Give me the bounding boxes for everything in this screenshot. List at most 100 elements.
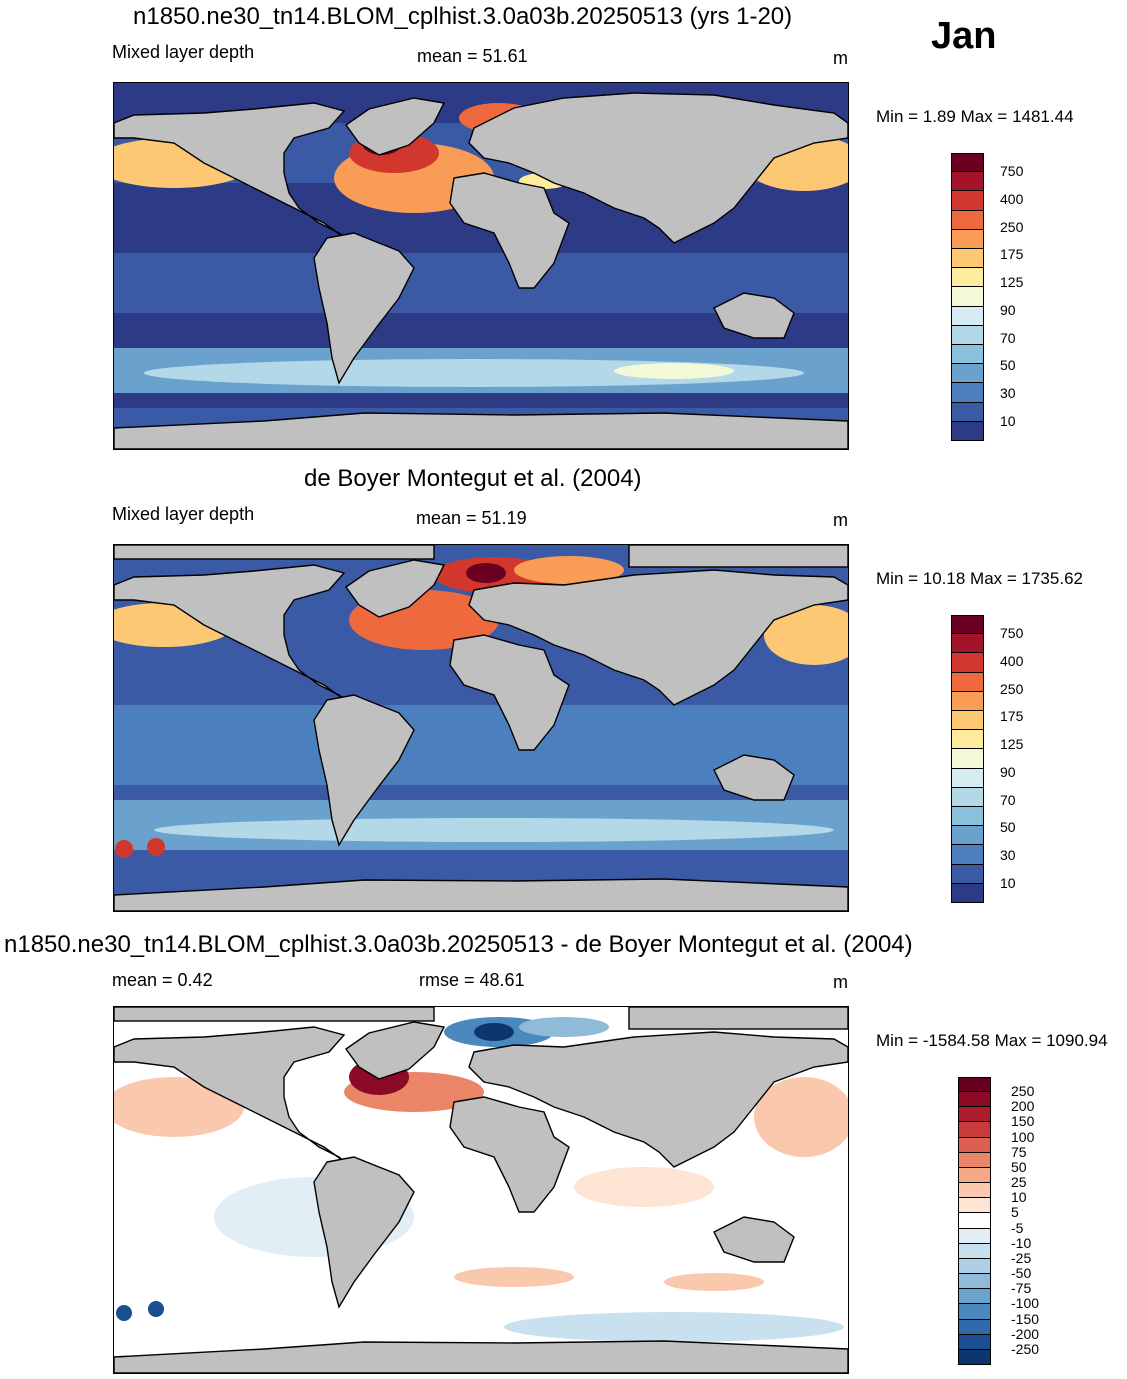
colorbar-swatch [958, 1198, 991, 1214]
colorbar-swatch [958, 1152, 991, 1168]
colorbar-swatch [951, 826, 984, 846]
panel-1-title: n1850.ne30_tn14.BLOM_cplhist.3.0a03b.202… [133, 3, 793, 30]
colorbar-tick-label: 125 [1000, 274, 1024, 291]
colorbar-swatch [951, 691, 984, 711]
panel-3-map [113, 1006, 849, 1374]
panel-1-minmax: Min = 1.89 Max = 1481.44 [876, 107, 1074, 126]
colorbar-swatch [958, 1274, 991, 1290]
colorbar-swatch [951, 615, 984, 635]
panel-1-landmasses [114, 92, 848, 449]
colorbar-tick-label: -50 [1011, 1265, 1032, 1282]
colorbar-swatch [951, 768, 984, 788]
colorbar-tick-label: 5 [1011, 1204, 1019, 1221]
colorbar-tick-label: 50 [1011, 1158, 1027, 1175]
colorbar-tick-label: -100 [1011, 1295, 1040, 1312]
panel-1-map-svg [114, 83, 848, 449]
colorbar-tick-label: 750 [1000, 625, 1024, 642]
panel-1-colorbar [951, 153, 984, 441]
panel-3-title: n1850.ne30_tn14.BLOM_cplhist.3.0a03b.202… [4, 931, 913, 958]
panel-2-mean-label: mean = 51.19 [416, 508, 527, 528]
colorbar-swatch [951, 634, 984, 654]
colorbar-swatch [951, 191, 984, 211]
colorbar-swatch [951, 172, 984, 192]
panel-2-unit: m [833, 510, 848, 530]
colorbar-swatch [958, 1137, 991, 1153]
colorbar-tick-label: 70 [1000, 791, 1016, 808]
panel-3-colorbar [958, 1077, 991, 1365]
colorbar-tick-label: 30 [1000, 385, 1016, 402]
colorbar-tick-label: 250 [1011, 1083, 1035, 1100]
colorbar-tick-label: 750 [1000, 163, 1024, 180]
panel-2-map-svg [114, 545, 848, 911]
panel-3-mean-label: mean = 0.42 [112, 970, 213, 990]
colorbar-swatch [951, 787, 984, 807]
colorbar-swatch [958, 1334, 991, 1350]
colorbar-swatch [951, 402, 984, 422]
colorbar-swatch [958, 1258, 991, 1275]
colorbar-swatch [958, 1289, 991, 1305]
panel-2-variable-label: Mixed layer depth [112, 504, 255, 524]
panel-3-unit: m [833, 972, 848, 992]
panel-2-minmax: Min = 10.18 Max = 1735.62 [876, 569, 1083, 588]
colorbar-swatch [951, 345, 984, 365]
panel-3-landmasses [114, 1007, 848, 1373]
colorbar-swatch [958, 1122, 991, 1138]
colorbar-tick-label: 125 [1000, 736, 1024, 753]
panel-3-minmax: Min = -1584.58 Max = 1090.94 [876, 1031, 1108, 1050]
colorbar-swatch [951, 306, 984, 326]
colorbar-swatch [958, 1243, 991, 1259]
colorbar-tick-label: 75 [1011, 1143, 1027, 1160]
panel-1-map [113, 82, 849, 450]
colorbar-swatch [958, 1319, 991, 1335]
colorbar-swatch [951, 325, 984, 345]
colorbar-swatch [951, 153, 984, 173]
colorbar-tick-label: 400 [1000, 652, 1024, 669]
colorbar-tick-label: -75 [1011, 1280, 1032, 1297]
colorbar-tick-label: 100 [1011, 1128, 1035, 1145]
colorbar-tick-label: 90 [1000, 763, 1016, 780]
colorbar-swatch [951, 749, 984, 769]
colorbar-tick-label: 10 [1000, 874, 1016, 891]
colorbar-swatch [951, 383, 984, 403]
colorbar-swatch [951, 229, 984, 249]
panel-1-unit: m [833, 48, 848, 68]
colorbar-swatch [958, 1183, 991, 1199]
panel-2-map [113, 544, 849, 912]
colorbar-swatch [951, 653, 984, 673]
colorbar-tick-label: 10 [1000, 412, 1016, 429]
colorbar-swatch [958, 1107, 991, 1123]
colorbar-swatch [958, 1213, 991, 1229]
colorbar-frame [958, 1077, 991, 1365]
colorbar-tick-label: 250 [1000, 680, 1024, 697]
colorbar-swatch [958, 1077, 991, 1093]
colorbar-swatch [958, 1304, 991, 1320]
colorbar-tick-label: 25 [1011, 1174, 1027, 1191]
colorbar-swatch [951, 287, 984, 307]
colorbar-tick-label: 10 [1011, 1189, 1027, 1206]
panel-2-title: de Boyer Montegut et al. (2004) [304, 465, 642, 492]
colorbar-swatch [951, 845, 984, 865]
panel-2-colorbar [951, 615, 984, 903]
colorbar-tick-label: -5 [1011, 1219, 1024, 1236]
panel-3-rmse-label: rmse = 48.61 [419, 970, 525, 990]
colorbar-tick-label: 90 [1000, 301, 1016, 318]
colorbar-swatch [958, 1167, 991, 1184]
panel-1-mean-label: mean = 51.61 [417, 46, 528, 66]
colorbar-swatch [951, 807, 984, 827]
colorbar-tick-label: 50 [1000, 819, 1016, 836]
colorbar-swatch [958, 1228, 991, 1244]
month-label: Jan [931, 15, 997, 57]
colorbar-tick-label: 175 [1000, 708, 1024, 725]
colorbar-swatch [951, 268, 984, 288]
colorbar-tick-label: 400 [1000, 190, 1024, 207]
colorbar-tick-label: -200 [1011, 1325, 1040, 1342]
colorbar-tick-label: 150 [1011, 1113, 1035, 1130]
colorbar-tick-label: -10 [1011, 1234, 1032, 1251]
panel-3-map-svg [114, 1007, 848, 1373]
colorbar-tick-label: -250 [1011, 1340, 1040, 1357]
colorbar-tick-label: 175 [1000, 246, 1024, 263]
colorbar-swatch [958, 1092, 991, 1108]
colorbar-tick-label: -25 [1011, 1249, 1032, 1266]
colorbar-tick-label: 30 [1000, 847, 1016, 864]
colorbar-swatch [951, 249, 984, 269]
